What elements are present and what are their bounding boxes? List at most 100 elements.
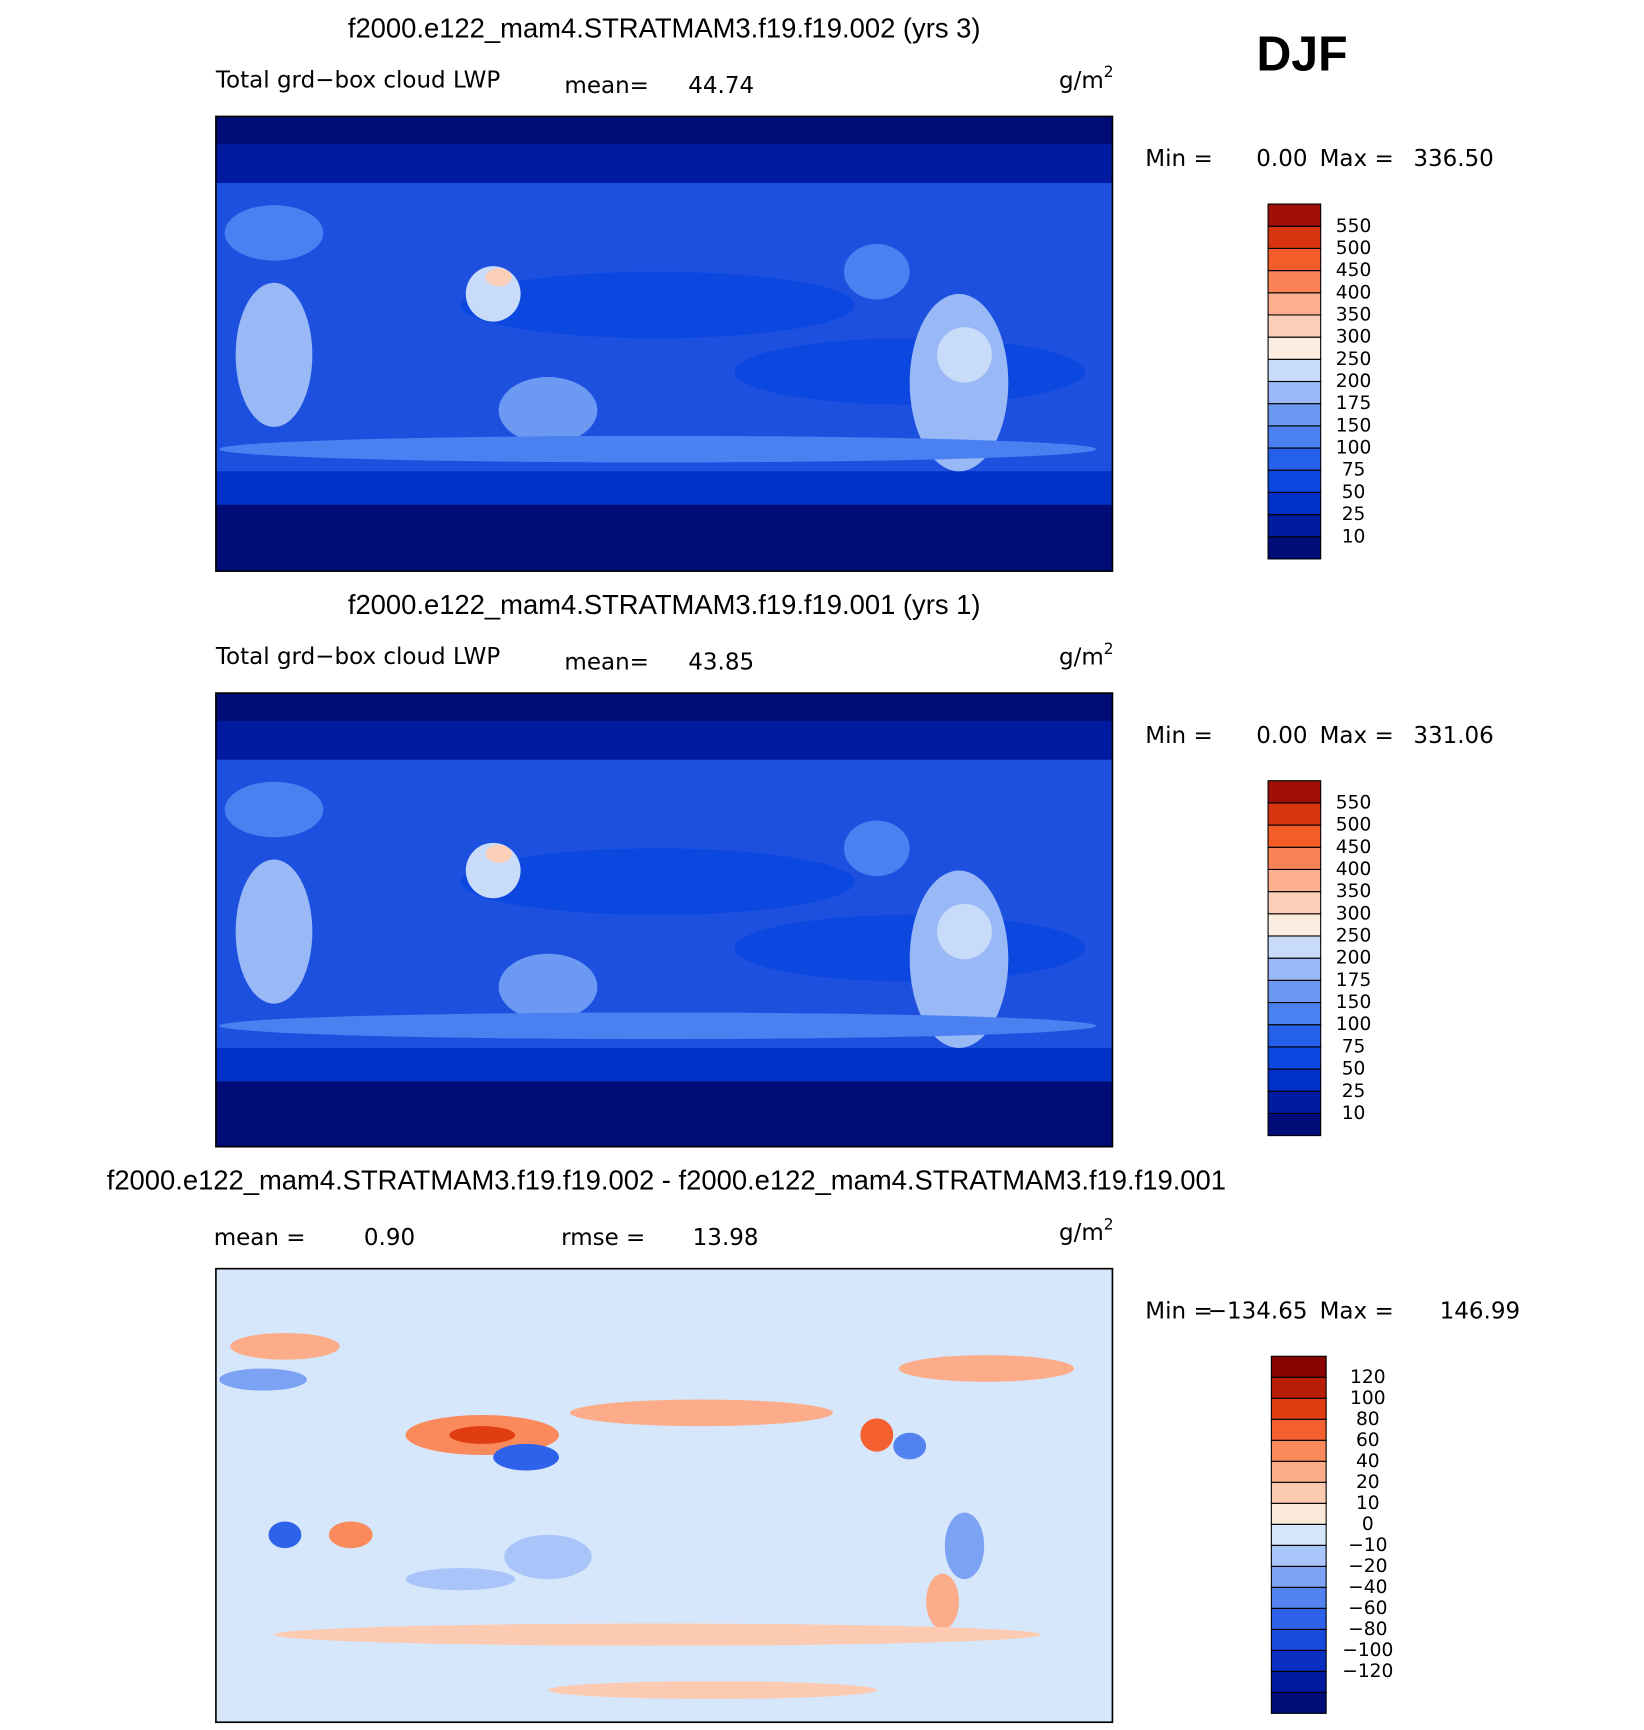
colorbar-box (1267, 358, 1322, 383)
colorbar-label: 500 (1336, 815, 1372, 836)
colorbar-label: 120 (1350, 1367, 1386, 1388)
field (498, 377, 598, 444)
variable-name: Total grd−box cloud LWP (215, 67, 500, 93)
rmse-label: rmse = (561, 1225, 645, 1251)
colorbar-box (1267, 336, 1322, 360)
colorbar-box (1270, 1439, 1327, 1462)
field (937, 903, 992, 960)
colorbar-box (1270, 1607, 1327, 1630)
field (215, 116, 1113, 145)
map-frame (215, 692, 1114, 1148)
mean-label: mean = (214, 1225, 306, 1251)
map-frame (215, 115, 1114, 572)
field (215, 1047, 1113, 1082)
field (215, 1081, 1113, 1147)
field (215, 693, 1113, 721)
colorbar-label: 250 (1336, 349, 1372, 370)
field (219, 1012, 1096, 1040)
colorbar-box (1267, 380, 1322, 405)
colorbar-box (1267, 1112, 1322, 1137)
colorbar-label: 450 (1336, 260, 1372, 281)
field (219, 435, 1096, 463)
colorbar-label: 400 (1336, 282, 1372, 303)
colorbar-box (1270, 1523, 1327, 1546)
colorbar-box (1267, 935, 1322, 959)
max-label: Max = (1320, 1298, 1394, 1324)
colorbar-label: 100 (1350, 1388, 1386, 1409)
colorbar-label: −20 (1348, 1556, 1387, 1577)
colorbar-box (1267, 846, 1322, 870)
colorbar-box (1267, 469, 1322, 493)
colorbar-box (1267, 979, 1322, 1004)
max-value: 336.50 (1413, 146, 1494, 172)
colorbar-box (1267, 868, 1322, 893)
mean-value: 0.90 (364, 1225, 415, 1251)
colorbar-box (1267, 824, 1322, 848)
field (328, 1521, 373, 1549)
field (215, 504, 1113, 572)
field (944, 1512, 985, 1580)
units-base: g/m (1059, 644, 1104, 670)
field (843, 820, 910, 877)
units-base: g/m (1059, 67, 1104, 93)
colorbar-box (1270, 1670, 1327, 1693)
field (219, 1368, 307, 1391)
colorbar-label: 100 (1336, 1014, 1372, 1035)
colorbar-box (1267, 314, 1322, 338)
colorbar-box (1267, 270, 1322, 294)
max-value: 146.99 (1440, 1298, 1521, 1324)
colorbar-box (1267, 1046, 1322, 1070)
field (860, 1418, 894, 1452)
mean-label: mean= (564, 650, 649, 676)
min-value: −134.65 (1208, 1298, 1308, 1324)
colorbar-box (1267, 425, 1322, 449)
field (937, 327, 992, 383)
colorbar-label: 200 (1336, 948, 1372, 969)
variable-name: Total grd−box cloud LWP (215, 644, 500, 670)
colorbar-box (1270, 1691, 1327, 1714)
colorbar-label: 300 (1336, 903, 1372, 924)
colorbar-box (1267, 1090, 1322, 1114)
colorbar-box (1267, 514, 1322, 538)
panel-title: f2000.e122_mam4.STRATMAM3.f19.f19.002 - … (107, 1164, 1226, 1195)
field (224, 781, 324, 838)
map (215, 693, 1113, 1147)
colorbar-label: 550 (1336, 216, 1372, 237)
field (485, 845, 512, 863)
field (569, 1399, 833, 1427)
min-label: Min = (1145, 146, 1212, 172)
units-exponent: 2 (1104, 63, 1114, 81)
units-exponent: 2 (1104, 639, 1114, 657)
colorbar-box (1267, 247, 1322, 272)
colorbar-label: 80 (1356, 1409, 1380, 1430)
colorbar-box (1270, 1481, 1327, 1504)
colorbar-label: 50 (1342, 1058, 1366, 1079)
colorbar-label: −10 (1348, 1535, 1387, 1556)
colorbar-label: 150 (1336, 415, 1372, 436)
field (734, 914, 1086, 982)
field (843, 243, 910, 300)
colorbar-label: −60 (1348, 1598, 1387, 1619)
colorbar-label: 40 (1356, 1451, 1380, 1472)
colorbar-label: 10 (1342, 1103, 1366, 1124)
mean-value: 44.74 (688, 73, 754, 99)
colorbar-box (1267, 891, 1322, 915)
colorbar-box (1267, 536, 1322, 560)
map (215, 1268, 1113, 1723)
colorbar-label: 25 (1342, 1081, 1366, 1102)
field (274, 1623, 1042, 1646)
colorbar-label: 0 (1362, 1514, 1374, 1535)
colorbar-label: 350 (1336, 881, 1372, 902)
colorbar-label: 200 (1336, 371, 1372, 392)
max-label: Max = (1320, 146, 1394, 172)
colorbar-label: −40 (1348, 1577, 1387, 1598)
field (230, 1332, 340, 1360)
min-value: 0.00 (1256, 146, 1307, 172)
field (235, 282, 313, 427)
colorbar-box (1270, 1502, 1327, 1525)
colorbar-label: 50 (1342, 482, 1366, 503)
panel-title: f2000.e122_mam4.STRATMAM3.f19.f19.002 (y… (348, 12, 981, 43)
field (215, 471, 1113, 505)
map-frame (215, 1267, 1114, 1724)
colorbar-box (1270, 1376, 1327, 1399)
